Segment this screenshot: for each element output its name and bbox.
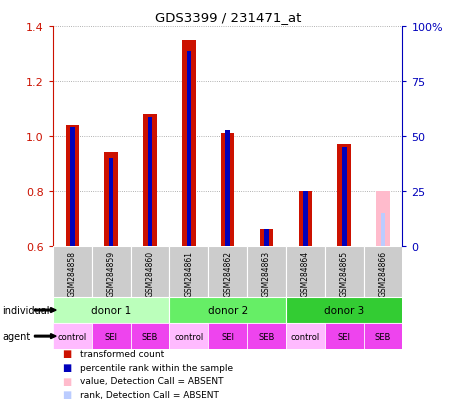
Bar <box>143 114 157 246</box>
Bar <box>380 213 385 246</box>
Bar <box>208 323 246 349</box>
Bar <box>341 147 346 246</box>
Text: GSM284863: GSM284863 <box>262 250 270 296</box>
Text: SEI: SEI <box>337 332 350 341</box>
Bar <box>302 191 307 246</box>
Text: GSM284858: GSM284858 <box>67 250 77 296</box>
Bar <box>109 158 113 246</box>
Text: individual: individual <box>2 305 50 315</box>
Bar <box>363 246 402 297</box>
Bar <box>130 246 169 297</box>
Text: SEB: SEB <box>258 332 274 341</box>
Bar <box>337 145 350 246</box>
Bar <box>298 191 312 246</box>
Bar <box>147 117 152 246</box>
Text: control: control <box>57 332 87 341</box>
Bar <box>53 323 91 349</box>
Text: ■: ■ <box>62 362 71 372</box>
Text: GSM284865: GSM284865 <box>339 250 348 296</box>
Bar <box>182 40 195 246</box>
Text: SEI: SEI <box>221 332 234 341</box>
Bar <box>169 323 208 349</box>
Text: rank, Detection Call = ABSENT: rank, Detection Call = ABSENT <box>80 390 219 399</box>
Bar <box>259 230 273 246</box>
Bar <box>246 323 285 349</box>
Bar <box>285 323 324 349</box>
Bar <box>263 230 269 246</box>
Text: agent: agent <box>2 331 30 341</box>
Bar <box>324 323 363 349</box>
Text: donor 3: donor 3 <box>324 305 364 315</box>
Text: GSM284860: GSM284860 <box>145 250 154 296</box>
Text: ■: ■ <box>62 376 71 386</box>
Text: value, Detection Call = ABSENT: value, Detection Call = ABSENT <box>80 376 224 385</box>
Bar <box>53 297 169 323</box>
Text: GSM284862: GSM284862 <box>223 250 232 296</box>
Bar <box>91 246 130 297</box>
Bar <box>285 297 402 323</box>
Bar <box>208 246 246 297</box>
Bar <box>363 323 402 349</box>
Bar <box>169 297 285 323</box>
Text: donor 1: donor 1 <box>91 305 131 315</box>
Bar <box>104 153 118 246</box>
Text: donor 2: donor 2 <box>207 305 247 315</box>
Bar <box>91 323 130 349</box>
Bar <box>285 246 324 297</box>
Bar <box>169 246 208 297</box>
Text: ■: ■ <box>62 349 71 358</box>
Bar <box>65 126 79 246</box>
Bar <box>324 246 363 297</box>
Text: ■: ■ <box>62 389 71 399</box>
Bar <box>246 246 285 297</box>
Bar <box>53 246 91 297</box>
Bar <box>220 134 234 246</box>
Title: GDS3399 / 231471_at: GDS3399 / 231471_at <box>154 11 300 24</box>
Bar <box>375 191 389 246</box>
Text: SEI: SEI <box>105 332 118 341</box>
Text: control: control <box>290 332 319 341</box>
Text: transformed count: transformed count <box>80 349 164 358</box>
Bar <box>225 131 230 246</box>
Text: control: control <box>174 332 203 341</box>
Text: GSM284864: GSM284864 <box>300 250 309 296</box>
Text: GSM284859: GSM284859 <box>106 250 115 296</box>
Text: GSM284861: GSM284861 <box>184 250 193 296</box>
Bar <box>186 52 191 246</box>
Text: GSM284866: GSM284866 <box>378 250 387 296</box>
Text: SEB: SEB <box>141 332 158 341</box>
Bar <box>70 128 74 246</box>
Bar <box>130 323 169 349</box>
Text: SEB: SEB <box>374 332 391 341</box>
Text: percentile rank within the sample: percentile rank within the sample <box>80 363 233 372</box>
